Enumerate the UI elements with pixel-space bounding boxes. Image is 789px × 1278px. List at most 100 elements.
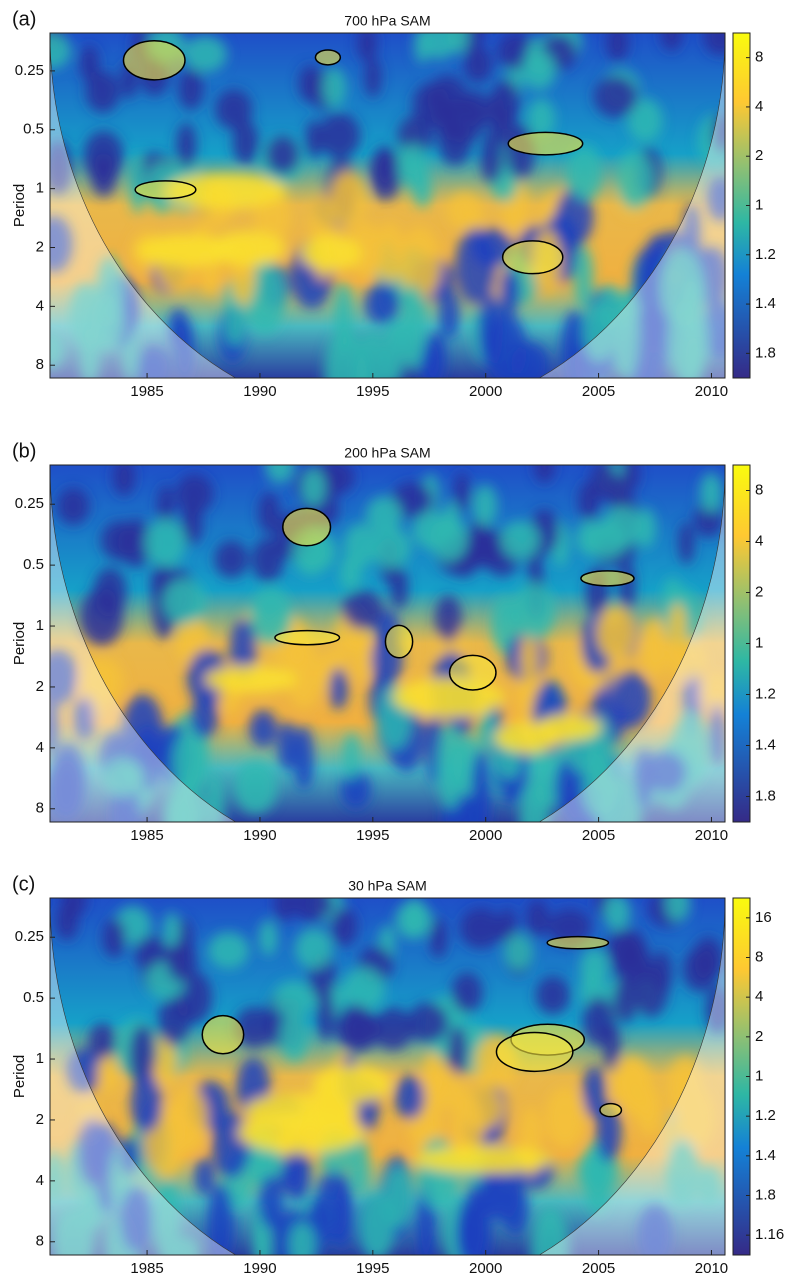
wavelet-power [50,33,725,378]
blob [288,1222,317,1255]
blob [254,1226,272,1255]
hot-spot [414,1145,553,1174]
blob [636,1084,662,1137]
blob [521,50,557,91]
y-tick-label: 8 [36,356,44,373]
x-tick-label: 2000 [469,1260,502,1277]
power-blobs [50,898,725,1255]
x-tick-label: 2005 [582,383,615,400]
blob [324,327,368,378]
blob [372,1007,414,1051]
hot-spot [205,665,298,693]
x-tick-label: 1985 [130,383,163,400]
y-tick-label: 2 [36,238,44,255]
y-axis-label: Period [11,622,28,665]
blob [582,1065,606,1119]
blob [234,1006,275,1049]
blob [50,215,73,273]
blob [229,618,257,681]
colorbar-tick-label: 1.4 [755,295,776,312]
significance-contour [282,507,332,547]
blob [93,567,127,617]
blob [678,521,695,565]
colorbar-tick-label: 4 [755,98,763,115]
blob [439,287,460,340]
blob [596,605,636,661]
blob [390,481,434,519]
x-tick-label: 1990 [243,1260,276,1277]
blob [162,579,206,624]
blob [50,33,72,70]
blob [451,1092,485,1160]
blob [207,1183,235,1255]
blob [61,898,87,918]
panel: (a) 700 hPa SAM Period 1985 1990 1995 2000 2005… [11,8,776,400]
blob [618,561,636,612]
blob [394,1075,426,1120]
blob [491,78,520,127]
blob [316,990,335,1042]
blob [181,504,203,545]
blob [698,1165,721,1206]
blob [329,170,367,227]
blob [707,176,725,222]
blob [318,112,361,159]
blob [274,898,295,922]
panel: (c) 30 hPa SAM Period 1985 1990 1995 2000 2005 2… [11,873,784,1277]
significance-contour [274,629,341,646]
blob [598,775,642,822]
blob [364,57,382,98]
blob [576,520,604,557]
blob [490,594,519,654]
blob [390,567,409,610]
blob [438,118,473,166]
blob [613,977,638,1023]
blob [56,487,90,525]
blob [412,167,432,208]
colorbar-tick-label: 1.2 [755,246,776,263]
blob [103,759,144,796]
blob [90,153,117,198]
blob [601,506,643,548]
blob [633,966,668,1018]
y-tick-label: 0.25 [15,495,44,512]
blob [403,898,426,937]
blob [606,475,631,513]
blob [171,1086,208,1153]
blob [641,618,668,677]
plot-frame [49,464,726,823]
y-tick-label: 2 [36,1111,44,1128]
blob [471,749,492,822]
blob [88,1023,117,1060]
blob [335,1004,375,1051]
blob [52,1207,95,1255]
colorbar-tick-label: 4 [755,988,763,1005]
blob [434,595,462,643]
x-tick-label: 1985 [130,827,163,844]
blob [436,724,465,810]
y-tick-label: 2 [36,678,44,695]
blob [370,527,412,569]
blob [498,108,515,147]
blob [422,1051,444,1097]
blob [343,732,360,781]
colorbar-tick-label: 1 [755,196,763,213]
blob [206,770,225,822]
y-tick-label: 4 [36,739,44,756]
blob [50,1149,64,1201]
blob [456,1192,493,1255]
blob [172,730,209,794]
blob [272,981,315,1018]
cone-of-influence [50,465,725,822]
blob [634,748,654,810]
blob [712,112,725,154]
blob [285,1140,311,1203]
y-tick-label: 8 [36,1233,44,1250]
x-tick-label: 1990 [243,827,276,844]
hot-spot [210,231,286,266]
blob [530,1206,570,1255]
blob [535,976,570,1015]
blob [79,329,101,378]
colorbar-tick-label: 4 [755,532,763,549]
blob [668,602,687,652]
